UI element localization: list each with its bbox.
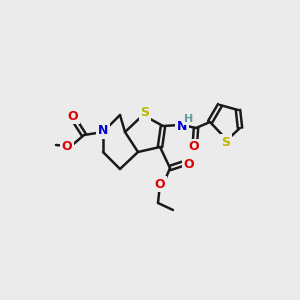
Text: H: H — [184, 114, 194, 124]
Text: O: O — [68, 110, 78, 122]
Text: O: O — [155, 178, 165, 190]
Text: N: N — [98, 124, 108, 137]
Text: S: S — [221, 136, 230, 148]
Text: N: N — [177, 119, 187, 133]
Text: O: O — [62, 140, 72, 152]
Text: O: O — [184, 158, 194, 170]
Text: O: O — [189, 140, 199, 154]
Text: S: S — [140, 106, 149, 119]
